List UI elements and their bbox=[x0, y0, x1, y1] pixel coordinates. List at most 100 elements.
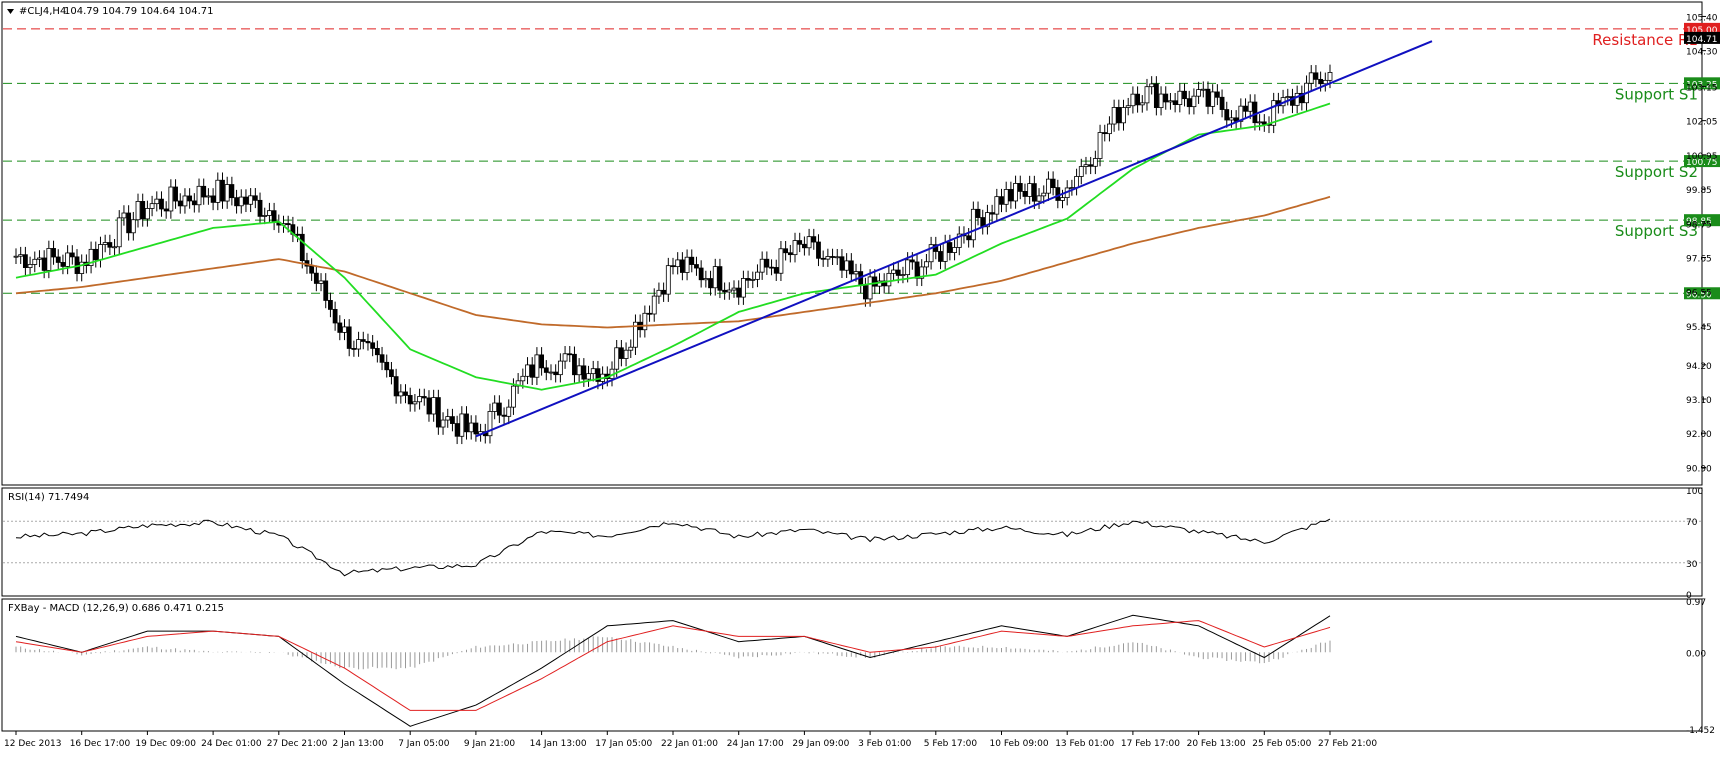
candle-body bbox=[1027, 183, 1033, 197]
candle-body bbox=[187, 195, 193, 202]
candle-body bbox=[285, 223, 291, 226]
candle-body bbox=[412, 401, 418, 405]
candle-body bbox=[1092, 158, 1098, 167]
candle-body bbox=[623, 349, 629, 359]
candle-body bbox=[173, 186, 178, 202]
candle-body bbox=[271, 210, 277, 223]
candle-body bbox=[994, 196, 1000, 215]
candle-body bbox=[834, 256, 840, 259]
candle-body bbox=[262, 215, 268, 217]
x-tick-label-5: 2 Jan 13:00 bbox=[333, 739, 385, 749]
candle-body bbox=[703, 278, 709, 281]
candle-body bbox=[1285, 96, 1291, 99]
candle-body bbox=[121, 212, 127, 219]
candle-body bbox=[1257, 121, 1263, 124]
candle-body bbox=[750, 278, 756, 281]
price-tick-label-6: 98.75 bbox=[1686, 220, 1712, 230]
candle-body bbox=[191, 200, 197, 206]
level-label-3: Support S3 bbox=[1615, 222, 1698, 240]
dropdown-arrow-icon[interactable] bbox=[7, 9, 14, 14]
candle-body bbox=[201, 185, 207, 198]
candle-body bbox=[985, 212, 990, 228]
rsi-tick-label-0: 100 bbox=[1686, 487, 1703, 497]
candle-body bbox=[844, 260, 850, 271]
candle-body bbox=[553, 371, 559, 376]
candle-body bbox=[1144, 86, 1150, 104]
candle-body bbox=[473, 422, 479, 435]
candle-body bbox=[1050, 178, 1056, 188]
candle-body bbox=[1078, 166, 1084, 177]
candle-body bbox=[567, 353, 573, 356]
macd-tick-label-0: 0.97 bbox=[1686, 598, 1706, 608]
candle-body bbox=[130, 219, 136, 234]
candle-body bbox=[41, 257, 47, 271]
candle-body bbox=[1290, 96, 1295, 106]
candle-body bbox=[731, 287, 737, 291]
candle-body bbox=[267, 210, 272, 216]
candle-body bbox=[1158, 93, 1164, 109]
candle-body bbox=[431, 397, 437, 415]
price-panel-frame bbox=[1, 1, 1703, 486]
candle-body bbox=[684, 256, 690, 273]
candle-body bbox=[1153, 83, 1159, 109]
candle-body bbox=[806, 236, 812, 249]
candle-body bbox=[975, 208, 981, 218]
candle-body bbox=[511, 385, 516, 408]
x-tick-label-6: 7 Jan 05:00 bbox=[398, 739, 450, 749]
candle-body bbox=[694, 264, 699, 269]
candle-body bbox=[1102, 132, 1108, 135]
trendline bbox=[475, 40, 1433, 438]
candle-body bbox=[65, 252, 71, 267]
macd-plot bbox=[15, 614, 1331, 727]
candle-body bbox=[895, 269, 901, 276]
price-tick-label-10: 94.20 bbox=[1686, 362, 1712, 372]
candle-body bbox=[764, 258, 770, 268]
candle-body bbox=[909, 259, 915, 263]
fast-ma-line bbox=[15, 102, 1331, 391]
candle-body bbox=[384, 361, 390, 371]
candle-body bbox=[816, 241, 821, 259]
rsi-panel-frame bbox=[1, 487, 1703, 597]
candle-body bbox=[144, 208, 150, 220]
candle-body bbox=[966, 235, 972, 241]
macd-tick-label-2: -1.452 bbox=[1686, 726, 1715, 736]
candle-body bbox=[229, 184, 235, 199]
candle-body bbox=[27, 264, 33, 268]
candle-body bbox=[351, 348, 357, 350]
candle-body bbox=[93, 248, 99, 261]
price-tick-label-0: 105.40 bbox=[1686, 13, 1718, 23]
candle-body bbox=[1125, 105, 1131, 108]
candle-body bbox=[1318, 78, 1324, 85]
candle-body bbox=[740, 278, 746, 298]
candle-body bbox=[787, 252, 793, 256]
candle-body bbox=[210, 195, 216, 203]
level-tag-bg-2 bbox=[1684, 155, 1720, 168]
candle-body bbox=[755, 271, 760, 280]
candle-body bbox=[1196, 89, 1201, 97]
current-price-tag-bg bbox=[1684, 31, 1720, 44]
candle-body bbox=[1017, 183, 1023, 192]
candle-body bbox=[492, 402, 498, 412]
x-tick-label-20: 27 Feb 21:00 bbox=[1318, 739, 1377, 749]
candle-body bbox=[60, 262, 66, 267]
candle-body bbox=[51, 248, 56, 258]
candle-body bbox=[525, 364, 530, 377]
candle-body bbox=[252, 195, 258, 201]
candle-body bbox=[905, 259, 911, 276]
candle-body bbox=[224, 184, 230, 202]
candle-body bbox=[1097, 132, 1103, 159]
candle-body bbox=[614, 347, 620, 370]
candle-body bbox=[1003, 189, 1009, 205]
candle-body bbox=[726, 289, 732, 293]
candle-body bbox=[496, 402, 502, 416]
macd-signal-line bbox=[15, 620, 1331, 711]
candle-body bbox=[407, 395, 413, 405]
candle-body bbox=[215, 179, 221, 203]
candle-body bbox=[543, 367, 549, 373]
price-tick-label-8: 96.55 bbox=[1686, 289, 1712, 299]
candle-body bbox=[820, 257, 826, 260]
candle-body bbox=[257, 199, 263, 217]
candle-body bbox=[722, 289, 728, 293]
candle-body bbox=[46, 248, 52, 271]
